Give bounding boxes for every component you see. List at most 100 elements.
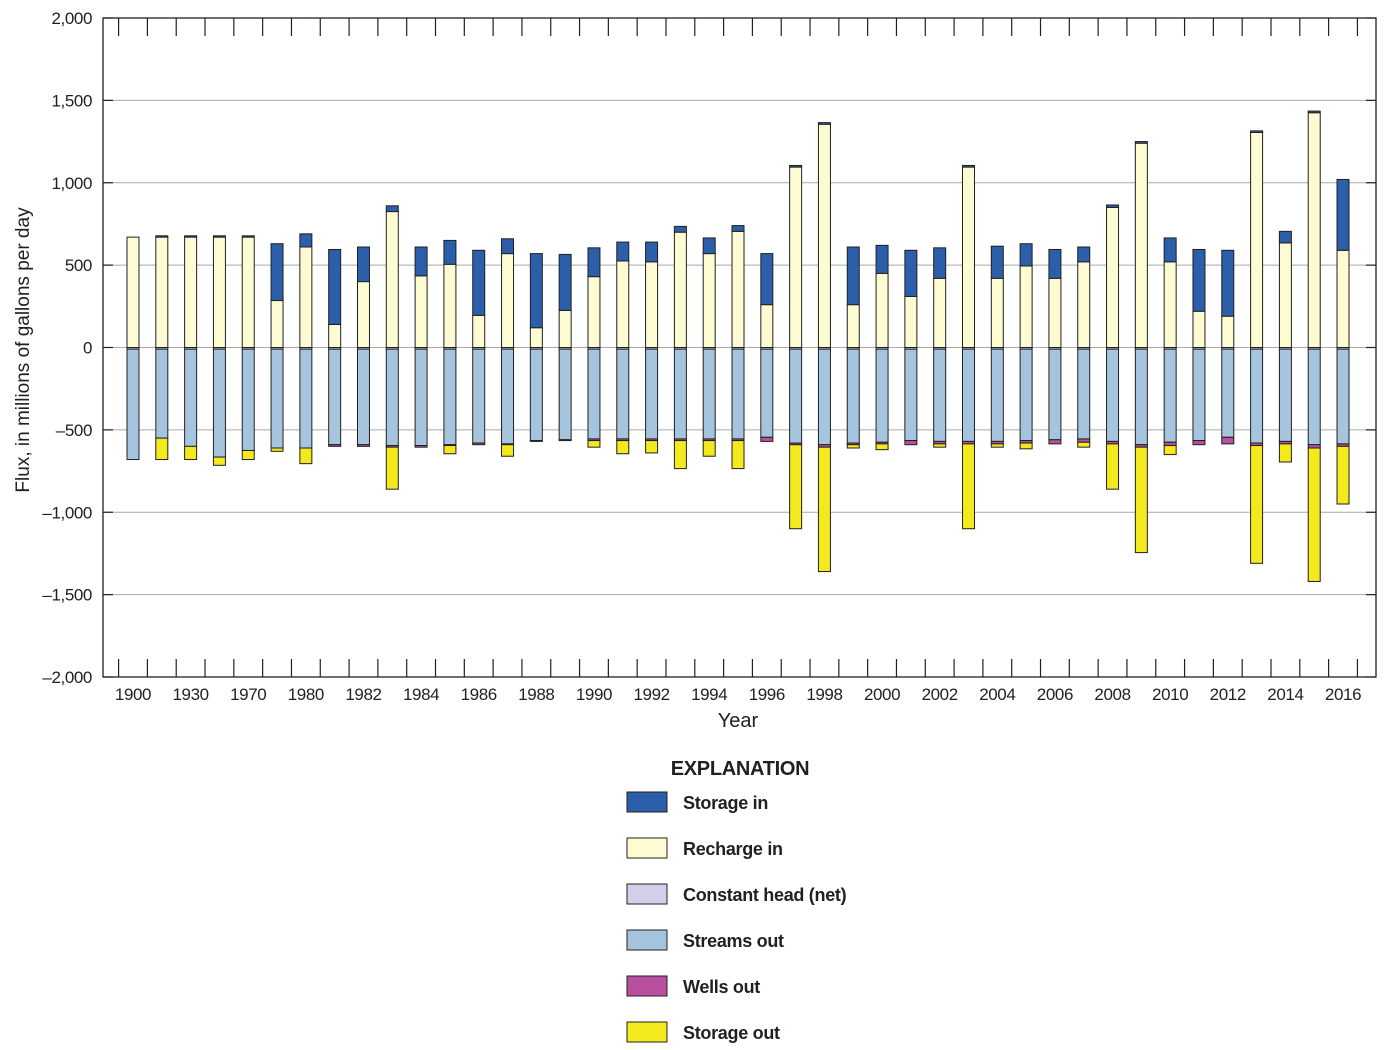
legend-swatch-storage-in <box>626 791 668 813</box>
x-tick-label: 1986 <box>461 685 497 704</box>
bar-storage-out-20 <box>702 440 716 457</box>
legend-label-storage-in: Storage in <box>683 793 768 813</box>
bar-storage-in-21 <box>731 225 745 232</box>
bar-wells-out-15 <box>558 439 572 442</box>
bar-streams-out-30 <box>990 348 1004 442</box>
bar-storage-out-17 <box>616 440 630 455</box>
x-axis-title: Year <box>718 710 759 732</box>
bar-storage-in-7 <box>328 248 342 325</box>
bar-streams-out-6 <box>299 348 313 449</box>
bar-storage-out-36 <box>1163 445 1177 456</box>
bar-storage-in-33 <box>1077 246 1091 263</box>
bar-streams-out-42 <box>1336 348 1350 445</box>
bar-streams-out-8 <box>356 348 370 446</box>
x-tick-label: 1996 <box>749 685 785 704</box>
y-tick-labels: 2,000 1,500 1,000 500 0 –500 –1,000 –1,500 –2,00… <box>42 9 92 687</box>
y-tick-label: –1,000 <box>42 503 92 522</box>
bar-recharge-in-18 <box>645 261 659 348</box>
bar-wells-out-7 <box>328 444 342 447</box>
bar-storage-out-29 <box>961 443 975 530</box>
bar-wells-out-10 <box>414 445 428 448</box>
bar-storage-out-33 <box>1077 441 1091 448</box>
bar-storage-in-19 <box>673 225 687 233</box>
x-tick-label: 2002 <box>922 685 958 704</box>
bar-storage-out-21 <box>731 440 745 470</box>
legend-title: EXPLANATION <box>671 758 810 780</box>
bar-storage-out-30 <box>990 443 1004 448</box>
bar-recharge-in-1 <box>155 236 169 348</box>
bar-storage-out-11 <box>443 445 457 455</box>
y-tick-label: 500 <box>65 256 92 275</box>
bar-streams-out-13 <box>501 348 515 445</box>
bar-streams-out-27 <box>904 348 918 442</box>
bar-streams-out-39 <box>1250 348 1264 444</box>
legend-label-streams-out: Streams out <box>683 931 784 951</box>
bar-storage-in-9 <box>385 205 399 213</box>
bar-streams-out-38 <box>1221 348 1235 438</box>
legend-swatch-constant-head <box>626 883 668 905</box>
x-tick-label: 2014 <box>1267 685 1303 704</box>
bar-storage-in-12 <box>472 249 486 316</box>
y-tick-label: 0 <box>83 339 92 358</box>
x-tick-label: 1998 <box>806 685 842 704</box>
bar-recharge-in-2 <box>184 236 198 348</box>
bar-recharge-in-8 <box>356 281 370 349</box>
bar-storage-out-26 <box>875 443 889 451</box>
bar-recharge-in-30 <box>990 277 1004 348</box>
bar-storage-in-1 <box>155 235 169 238</box>
x-tick-label: 2000 <box>864 685 900 704</box>
y-tick-label: 1,500 <box>51 91 92 110</box>
bar-storage-in-27 <box>904 249 918 297</box>
bar-streams-out-17 <box>616 348 630 440</box>
bar-streams-out-1 <box>155 348 169 439</box>
bar-storage-in-8 <box>356 246 370 283</box>
bar-recharge-in-17 <box>616 260 630 349</box>
bar-recharge-in-32 <box>1048 277 1062 348</box>
y-tick-label: 1,000 <box>51 174 92 193</box>
x-tick-labels: 1900 1930 1970 1980 1982 1984 1986 1988 1990 1992… <box>115 685 1362 704</box>
bar-recharge-in-28 <box>933 277 947 348</box>
bar-storage-out-9 <box>385 446 399 490</box>
bar-streams-out-0 <box>126 348 140 461</box>
bar-streams-out-7 <box>328 348 342 446</box>
y-tick-label: –2,000 <box>42 668 92 687</box>
bar-streams-out-20 <box>702 348 716 440</box>
bar-recharge-in-23 <box>789 166 803 348</box>
bar-wells-out-27 <box>904 440 918 446</box>
bar-recharge-in-4 <box>241 236 255 348</box>
y-tick-label: –1,500 <box>42 586 92 605</box>
bar-storage-in-3 <box>212 235 226 238</box>
bar-storage-in-20 <box>702 237 716 255</box>
bar-storage-in-18 <box>645 241 659 263</box>
bar-recharge-in-14 <box>529 327 543 349</box>
bar-storage-in-15 <box>558 253 572 311</box>
bar-streams-out-34 <box>1106 348 1120 442</box>
x-tick-label: 1992 <box>633 685 669 704</box>
bar-recharge-in-15 <box>558 309 572 348</box>
bar-wells-out-37 <box>1192 440 1206 446</box>
bar-storage-out-34 <box>1106 443 1120 490</box>
bar-streams-out-28 <box>933 348 947 442</box>
bar-storage-in-2 <box>184 235 198 238</box>
bar-storage-out-1 <box>155 437 169 461</box>
bar-streams-out-14 <box>529 348 543 442</box>
bar-streams-out-36 <box>1163 348 1177 443</box>
bar-storage-in-35 <box>1134 141 1148 144</box>
bar-streams-out-11 <box>443 348 457 446</box>
bar-streams-out-41 <box>1307 348 1321 446</box>
x-tick-label: 2006 <box>1037 685 1073 704</box>
bar-recharge-in-41 <box>1307 112 1321 348</box>
x-tick-label: 1980 <box>288 685 324 704</box>
bar-wells-out-14 <box>529 440 543 442</box>
bar-streams-out-16 <box>587 348 601 440</box>
bar-wells-out-12 <box>472 442 486 446</box>
bar-recharge-in-0 <box>126 236 140 348</box>
bar-recharge-in-27 <box>904 295 918 348</box>
bar-streams-out-3 <box>212 348 226 458</box>
bars <box>126 110 1350 582</box>
bar-storage-in-5 <box>270 243 284 302</box>
bar-recharge-in-38 <box>1221 315 1235 349</box>
y-tick-label: 2,000 <box>51 9 92 28</box>
legend-label-recharge-in: Recharge in <box>683 839 783 859</box>
bar-storage-out-28 <box>933 443 947 448</box>
